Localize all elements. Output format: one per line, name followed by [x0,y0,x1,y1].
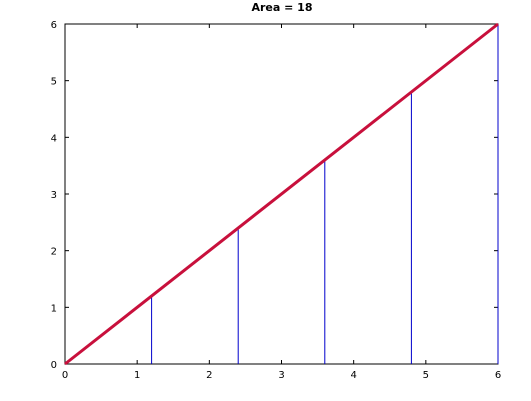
y-tick-label: 6 [51,20,57,31]
x-tick-label: 3 [278,370,284,381]
x-tick-label: 5 [423,370,429,381]
y-tick-label: 4 [51,133,57,144]
vertical-lines [151,24,499,364]
x-axis: 0 1 2 3 4 5 6 [62,24,501,381]
x-tick-label: 2 [206,370,212,381]
y-tick-label: 1 [51,303,57,314]
y-tick-label: 0 [51,360,57,371]
x-tick-label: 1 [134,370,140,381]
x-tick-label: 0 [62,370,68,381]
series-line [64,22,499,366]
chart-title: Area = 18 [251,1,312,14]
y-tick-label: 2 [51,247,57,258]
y-tick-label: 3 [51,190,57,201]
series-layer [64,22,499,366]
x-tick-label: 6 [495,370,501,381]
y-axis: 0 1 2 3 4 5 6 [51,20,498,371]
x-tick-label: 4 [350,370,356,381]
y-tick-label: 5 [51,77,57,88]
